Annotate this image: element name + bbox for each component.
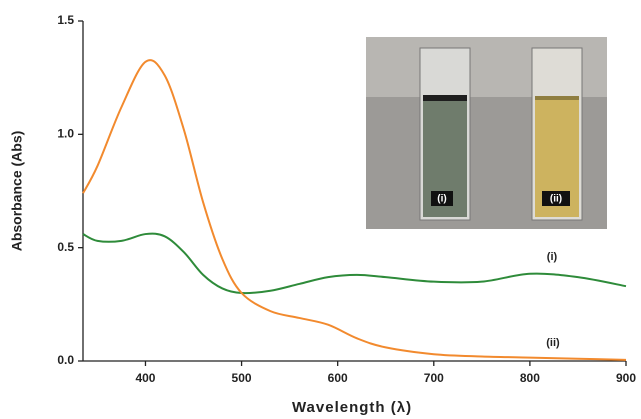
y-tick-label: 1.0 (57, 127, 74, 141)
label-box (542, 191, 570, 206)
meniscus (423, 95, 467, 101)
y-tick-label: 1.5 (57, 13, 74, 27)
inset-photo: (i) (ii) (366, 37, 607, 229)
inset-label: (ii) (550, 194, 562, 205)
meniscus (535, 96, 579, 100)
inset-label: (i) (437, 194, 446, 205)
x-axis-label: Wavelength (λ) (292, 399, 412, 416)
x-tick-label: 600 (328, 371, 348, 385)
series-line (82, 59, 627, 361)
series-label: (ii) (546, 337, 560, 349)
series-line (82, 232, 627, 295)
label-box (431, 191, 453, 206)
x-tick-label: 700 (424, 371, 444, 385)
x-tick-label: 900 (616, 371, 636, 385)
x-tick-label: 800 (520, 371, 540, 385)
x-tick-label: 400 (135, 371, 155, 385)
y-tick-label: 0.0 (57, 353, 74, 367)
y-tick-label: 0.5 (57, 240, 74, 254)
series-label: (i) (547, 251, 558, 263)
y-axis-label: Absorbance (Abs) (9, 131, 25, 252)
x-tick-label: 500 (232, 371, 252, 385)
